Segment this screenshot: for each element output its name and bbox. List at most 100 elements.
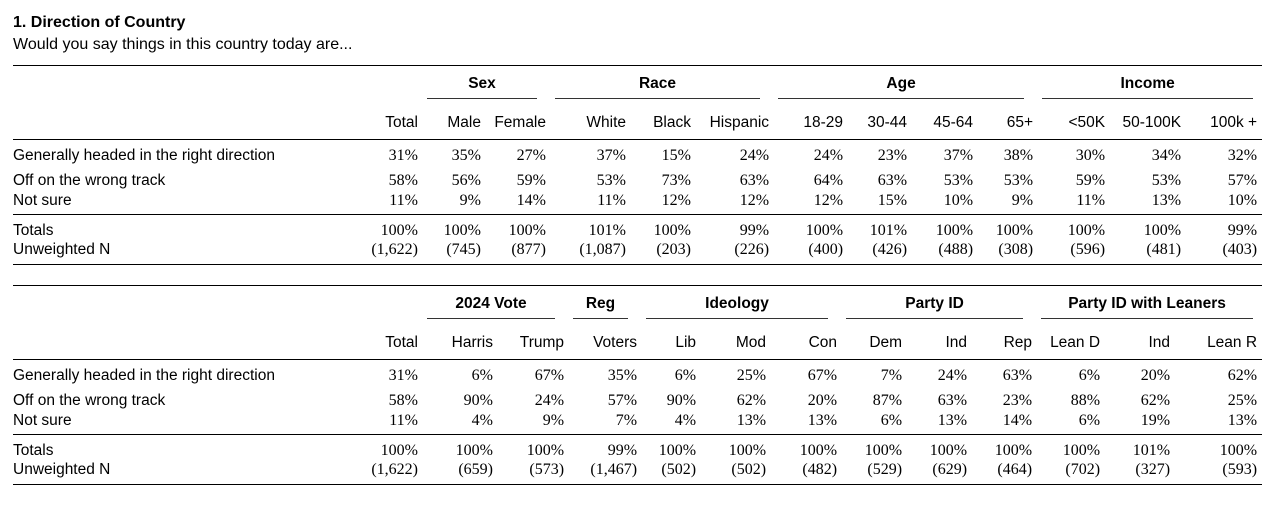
data-cell: 7%	[880, 366, 903, 384]
group-header: Income	[1033, 66, 1262, 99]
data-cell: 67%	[534, 366, 565, 384]
data-cell: 63%	[877, 171, 908, 189]
data-cell: (308)	[998, 241, 1034, 258]
group-header: Ideology	[637, 286, 837, 319]
column-header: 65+	[1006, 114, 1034, 131]
summary-rows: Totals 100% 100% 100% 99% 100% 100% 100% 100% 100…	[13, 434, 1263, 485]
data-cell: 101%	[869, 221, 908, 239]
data-cell: 13%	[1227, 412, 1258, 429]
data-cell: (1,622)	[371, 241, 418, 258]
data-cell: 11%	[389, 412, 418, 429]
data-cell: 31%	[388, 146, 418, 164]
row-label: Generally headed in the right direction	[13, 146, 275, 164]
data-cell: 6%	[471, 366, 493, 384]
group-header-label: Reg	[585, 295, 616, 312]
table-row: Generally headed in the right direction 3…	[13, 360, 1262, 385]
column-header: Black	[653, 114, 691, 131]
column-header: Rep	[1003, 334, 1033, 351]
data-cell: 13%	[1151, 192, 1182, 209]
data-cell: 64%	[813, 171, 844, 189]
column-header: <50K	[1068, 114, 1106, 131]
column-header: Ind	[945, 334, 968, 351]
data-cell: 100%	[658, 441, 697, 459]
data-cell: 23%	[1002, 391, 1033, 409]
data-cell: 62%	[1227, 366, 1258, 384]
data-cell: 100%	[380, 221, 418, 239]
data-cell: 6%	[1078, 412, 1101, 429]
data-cell: 13%	[937, 412, 968, 429]
data-cell: (488)	[938, 241, 974, 258]
row-label: Not sure	[13, 192, 72, 209]
page-title: 1. Direction of Country	[13, 14, 186, 31]
group-header-label: Party ID	[905, 295, 964, 312]
data-cell: 100%	[995, 221, 1034, 239]
data-cell: 12%	[739, 192, 770, 209]
row-label: Generally headed in the right direction	[13, 366, 275, 384]
data-cell: 99%	[1227, 221, 1258, 239]
data-cell: (629)	[932, 461, 968, 478]
data-cell: (659)	[458, 461, 493, 478]
column-header-spacer	[13, 319, 353, 360]
table-row: Totals 100% 100% 100% 99% 100% 100% 100% 100% 100…	[13, 435, 1262, 460]
data-cell: 23%	[877, 146, 908, 164]
data-cell: 100%	[935, 221, 974, 239]
data-cell: 13%	[807, 412, 838, 429]
group-header-label: Ideology	[705, 295, 769, 312]
data-cell: 4%	[471, 412, 493, 429]
crosstab-table-politics: 2024 Vote Reg Ideology Party ID Party ID wit…	[13, 285, 1263, 485]
data-cell: 30%	[1075, 146, 1106, 164]
data-cell: (400)	[808, 241, 844, 258]
group-header: Reg	[564, 286, 637, 319]
data-cell: 58%	[388, 171, 418, 189]
table-row: Unweighted N (1,622) (745) (877) (1,087) (203…	[13, 240, 1262, 265]
column-header: Trump	[519, 334, 565, 351]
column-header: 100k +	[1210, 114, 1258, 131]
row-label: Totals	[13, 221, 54, 239]
group-header: Race	[546, 66, 769, 99]
group-header-spacer	[13, 66, 418, 100]
crosstab-page: 1. Direction of Country Would you say th…	[13, 14, 1263, 485]
data-cell: 20%	[1140, 366, 1171, 384]
column-header-row: Total Male Female White Black Hispanic 18-29 30…	[13, 99, 1262, 140]
data-cell: 10%	[1227, 192, 1258, 209]
data-cell: 10%	[943, 192, 974, 209]
data-cell: 24%	[534, 391, 565, 409]
data-cell: (573)	[529, 461, 565, 478]
data-cell: 6%	[880, 412, 903, 429]
row-label: Unweighted N	[13, 241, 111, 258]
data-cell: 14%	[516, 192, 546, 209]
data-cell: 24%	[813, 146, 844, 164]
data-cell: (327)	[1135, 461, 1171, 478]
data-cell: 7%	[615, 412, 638, 429]
data-cell: 100%	[380, 441, 418, 459]
data-cell: (596)	[1070, 241, 1106, 258]
data-cell: 15%	[877, 192, 908, 209]
data-cell: 100%	[929, 441, 968, 459]
group-header-row: 2024 Vote Reg Ideology Party ID Party ID wit…	[13, 286, 1262, 319]
data-cell: 63%	[1002, 366, 1033, 384]
data-cell: 53%	[596, 171, 626, 189]
group-header: Sex	[418, 66, 546, 99]
data-cell: (226)	[734, 241, 770, 258]
column-header: White	[586, 114, 626, 131]
data-cell: 9%	[542, 412, 565, 429]
column-header: Female	[494, 114, 546, 131]
data-cell: 4%	[674, 412, 697, 429]
data-cell: 100%	[443, 221, 481, 239]
data-cell: 14%	[1002, 412, 1033, 429]
data-cell: (593)	[1222, 461, 1258, 478]
data-cell: 100%	[508, 221, 546, 239]
data-cell: 24%	[739, 146, 770, 164]
data-cell: 58%	[388, 391, 418, 409]
group-header: Party ID	[837, 286, 1032, 319]
data-cell: 12%	[661, 192, 691, 209]
data-cell: 90%	[666, 391, 697, 409]
data-cell: 100%	[805, 221, 844, 239]
row-label: Totals	[13, 441, 54, 459]
data-cell: 100%	[994, 441, 1033, 459]
data-cell: 32%	[1227, 146, 1258, 164]
data-cell: 37%	[943, 146, 974, 164]
group-header-label: Party ID with Leaners	[1068, 295, 1226, 312]
data-cell: 20%	[807, 391, 838, 409]
data-cell: 63%	[739, 171, 770, 189]
